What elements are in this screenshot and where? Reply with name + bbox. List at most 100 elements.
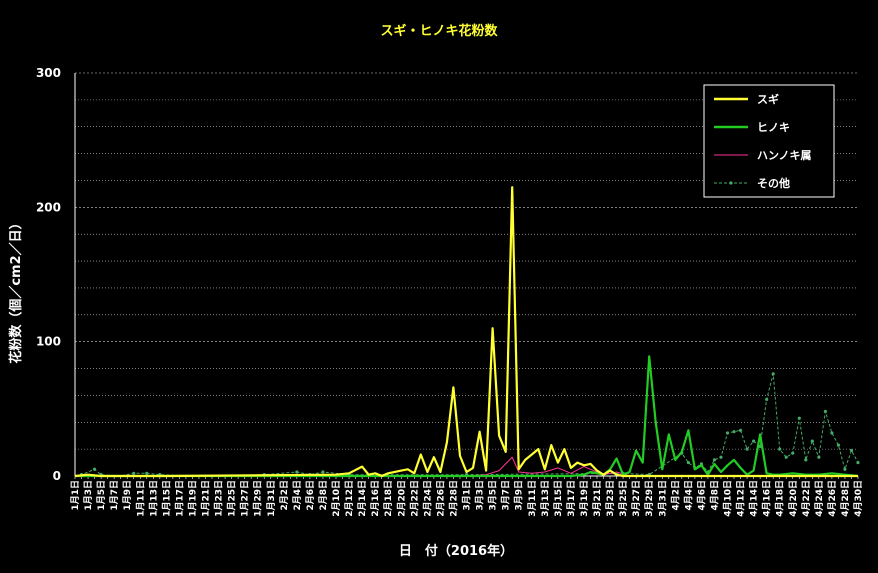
series-marker <box>836 443 841 447</box>
series-marker <box>732 430 736 434</box>
x-tick-label: 1月5日 <box>96 480 107 511</box>
x-tick-label: 3月15日 <box>553 480 564 517</box>
x-tick-label: 1月9日 <box>122 480 133 511</box>
series-marker <box>856 460 860 465</box>
x-tick-label: 3月25日 <box>618 480 629 517</box>
x-tick-label: 2月10日 <box>331 480 342 517</box>
x-tick-label: 3月31日 <box>657 480 668 517</box>
x-tick-label: 1月7日 <box>109 480 120 511</box>
x-tick-label: 1月3日 <box>83 480 94 511</box>
series-marker <box>784 455 788 459</box>
x-tick-label: 2月4日 <box>292 480 303 511</box>
chart-title: スギ・ヒノキ花粉数 <box>380 23 498 39</box>
x-tick-label: 3月3日 <box>475 480 486 511</box>
x-tick-label: 2月26日 <box>435 480 446 517</box>
x-tick-label: 3月27日 <box>631 480 642 517</box>
x-tick-label: 4月2日 <box>670 480 681 511</box>
series-marker <box>843 467 847 471</box>
series-marker <box>92 467 97 471</box>
series-marker <box>810 439 814 443</box>
x-tick-label: 4月16日 <box>762 480 773 517</box>
x-tick-label: 1月13日 <box>148 480 159 517</box>
legend-label: ハンノキ属 <box>757 149 811 162</box>
y-tick-label: 300 <box>36 66 61 80</box>
legend-label: スギ <box>757 92 779 106</box>
x-tick-label: 4月26日 <box>827 480 838 517</box>
legend-label: ヒノキ <box>757 121 790 134</box>
series-marker <box>771 372 775 376</box>
x-tick-label: 1月31日 <box>266 480 277 517</box>
series-marker <box>132 471 136 475</box>
data-series <box>74 186 860 478</box>
x-tick-label: 4月10日 <box>723 480 734 517</box>
x-tick-label: 4月20日 <box>788 480 799 517</box>
legend-label: その他 <box>757 176 790 190</box>
x-tick-label: 2月24日 <box>422 480 433 517</box>
x-tick-label: 4月18日 <box>775 480 786 517</box>
x-tick-label: 4月8日 <box>709 480 720 511</box>
x-tick-label: 1月17日 <box>174 480 185 517</box>
x-tick-label: 3月23日 <box>605 480 616 517</box>
x-tick-label: 2月12日 <box>344 480 355 517</box>
series-marker <box>804 458 808 462</box>
x-tick-label: 1月23日 <box>214 480 225 517</box>
x-tick-label: 4月24日 <box>814 480 825 517</box>
series-marker <box>712 458 717 462</box>
series-marker <box>778 447 782 451</box>
series-marker <box>849 448 854 453</box>
series-marker <box>295 470 299 474</box>
x-tick-label: 2月28日 <box>448 480 459 517</box>
series-line-0 <box>74 186 858 478</box>
series-marker <box>830 431 834 435</box>
x-tick-label: 4月4日 <box>683 480 694 511</box>
x-tick-label: 1月19日 <box>187 480 198 517</box>
series-marker <box>738 428 743 432</box>
y-tick-label: 0 <box>53 469 61 483</box>
gridlines <box>75 72 858 450</box>
x-tick-label: 3月5日 <box>488 480 499 511</box>
x-tick-label: 3月17日 <box>566 480 577 517</box>
x-tick-label: 2月14日 <box>357 480 368 517</box>
x-tick-label: 3月1日 <box>462 480 473 511</box>
x-tick-label: 2月16日 <box>370 480 381 517</box>
x-tick-label: 1月11日 <box>135 480 146 517</box>
series-marker <box>321 470 325 474</box>
series-marker <box>719 455 723 459</box>
x-tick-label: 2月22日 <box>409 480 420 517</box>
series-marker <box>797 416 801 420</box>
y-tick-label: 200 <box>36 200 61 214</box>
x-tick-label: 2月6日 <box>305 480 316 511</box>
x-tick-label: 4月6日 <box>696 480 707 511</box>
series-marker <box>145 471 149 475</box>
x-tick-label: 3月11日 <box>527 480 538 517</box>
x-tick-label: 3月21日 <box>592 480 603 517</box>
x-tick-label: 3月19日 <box>579 480 590 517</box>
x-tick-label: 3月29日 <box>644 480 655 517</box>
legend-box <box>703 84 835 198</box>
x-tick-label: 1月15日 <box>161 480 172 517</box>
y-axis-label: 花粉数（個／cm2／日） <box>8 216 24 363</box>
x-tick-label: 2月8日 <box>318 480 329 511</box>
x-tick-label: 4月12日 <box>736 480 747 517</box>
x-tick-label: 3月13日 <box>540 480 551 517</box>
x-axis-label: 日 付（2016年） <box>399 543 513 559</box>
legend-marker <box>729 181 733 185</box>
series-marker <box>745 447 749 451</box>
x-tick-label: 4月30日 <box>853 480 864 517</box>
x-tick-label: 2月2日 <box>279 480 290 511</box>
series-marker <box>725 431 730 435</box>
series-marker <box>686 460 690 465</box>
series-marker <box>817 455 821 459</box>
x-tick-label: 1月25日 <box>227 480 238 517</box>
x-axis-ticks: 1月1日 1月3日 1月5日 1月7日 1月9日 1月11日 1月13日 1月15日 1月17日… <box>70 476 864 517</box>
series-line-3 <box>74 373 859 477</box>
series-line-1 <box>75 355 859 478</box>
x-tick-label: 4月22日 <box>801 480 812 517</box>
x-tick-label: 4月28日 <box>840 480 851 517</box>
x-tick-label: 1月1日 <box>70 480 81 511</box>
x-tick-label: 1月29日 <box>253 480 264 517</box>
x-tick-label: 2月20日 <box>396 480 407 517</box>
y-axis-ticks: 0 100 200 300 <box>36 66 61 483</box>
